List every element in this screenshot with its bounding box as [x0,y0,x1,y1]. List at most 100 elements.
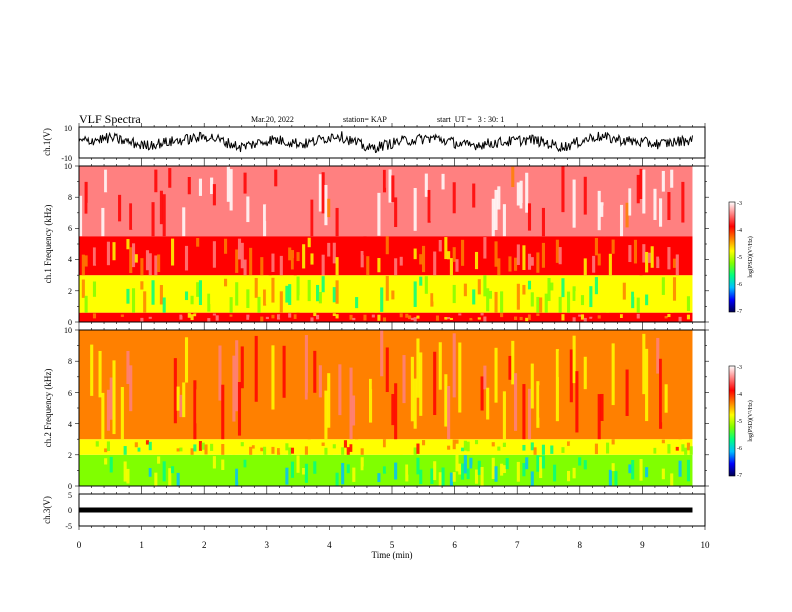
spectrogram-cell [151,457,155,480]
spectrogram-cell [394,383,398,440]
spectrogram-cell [265,246,269,262]
spectrogram-cell [614,471,618,486]
spectrogram-cell [346,447,350,455]
spectrogram-cell [455,454,459,472]
spectrogram-cell [477,317,481,320]
spectrogram-cell [246,289,250,308]
spectrogram-cell [355,297,359,309]
spectrogram-cell [561,166,565,213]
spectrogram-cell [254,335,258,402]
spectrogram-cell [500,383,504,415]
spectrogram-cell [360,251,364,268]
spectrogram-cell [455,439,459,444]
spectrogram-cell [79,446,83,455]
spectrogram-cell [656,337,660,374]
spectrogram-cell [514,257,518,271]
spectrogram-cell [151,280,155,305]
spectrogram-cell [260,447,264,452]
spectrogram-cell [246,245,250,259]
spectrogram-cell [204,466,208,484]
spectrogram-cell [316,314,320,320]
spectrogram-cell [516,283,520,310]
spectrogram-cell [455,259,459,272]
spectrogram-cell [541,242,545,268]
spectrogram-cell [179,314,183,320]
colorbar-1-label: log(PSD)(V²/Hz) [747,236,754,277]
spectrogram-cell [413,447,417,455]
spectrogram-cell [533,447,537,455]
spectrogram-cell [371,199,375,233]
spectrogram-cell [92,281,97,297]
spectrogram-cell [633,239,638,264]
spectrogram-cell [438,239,442,252]
spectrogram-cell [575,291,579,304]
spectrogram-cell [316,284,320,302]
spectrogram-cell [109,377,113,420]
spectrogram-cell [502,204,506,237]
spectrogram-cell [360,448,364,455]
spectrogram-cell [611,239,615,254]
spectrogram-cell [251,445,255,449]
spectrogram-cell [614,448,618,453]
spectrogram-cell [285,443,289,451]
spectrogram-cell [79,462,83,482]
spectrogram-cell [530,257,534,266]
spectrogram-cell [310,199,314,237]
xtick-10: 10 [701,540,711,550]
spectrogram-cell [263,289,267,306]
spectrogram-cell [335,257,339,276]
spectrogram-cell [594,190,598,220]
spectrogram-cell [388,444,392,452]
spectrogram-cell [410,317,414,321]
spectrogram-cell [101,392,105,440]
spectrogram-cell [313,350,317,393]
spectrogram-cell [580,295,585,306]
spectrogram-cell [338,364,342,416]
ch3-waveform-line [79,507,693,513]
spectrogram-cell [408,458,412,475]
spectrogram-cell [514,288,518,306]
spectrogram-cell [352,395,356,426]
spectrogram-cell [318,439,322,445]
spectrogram-cell [672,442,677,448]
spectrogram-cell [653,447,657,454]
spectrogram-cell [243,172,247,194]
spectrogram-cell [600,393,604,422]
spectrogram-cell [391,175,395,203]
figure-title: VLF Spectra [79,112,141,126]
spectrogram-cell [645,467,649,478]
spectrogram-cell [622,314,626,321]
spectrogram-cell [237,381,242,436]
spectrogram-cell [421,245,426,273]
spectrogram-cell [516,182,520,206]
spectrogram-cell [419,352,423,416]
spectrogram-cell [237,238,242,260]
spectrogram-cell [433,276,437,302]
spectrogram-cell [452,472,456,482]
spectrogram-cell [421,440,426,446]
spectrogram-cell [394,258,398,276]
spectrogram-cell [335,207,339,237]
spectrogram-cell [681,361,685,437]
spectrogram-cell [419,254,423,265]
spectrogram-cell [494,466,498,482]
spectrogram-cell [290,447,295,454]
spectrogram-cell [249,446,253,455]
spectrogram-cell [104,316,108,322]
spectrogram-cell [433,461,437,481]
spectrogram-cell [405,464,409,482]
spectrogram-cell [171,466,175,474]
spectrogram-cell [369,378,373,423]
spectrogram-cell [452,247,456,262]
spectrogram-cell [204,199,208,231]
spectrogram-cell [486,288,490,312]
spectrogram-cell [508,315,512,320]
spectrogram-cell [675,446,679,451]
spectrogram-cell [377,192,381,236]
spectrogram-cell [486,465,490,486]
axis-ticks [75,123,709,530]
spectrogram-cell [541,207,545,237]
spectrogram-cell [667,247,671,270]
spectrogram-cell [313,192,317,237]
spectrogram-cell [435,315,440,321]
